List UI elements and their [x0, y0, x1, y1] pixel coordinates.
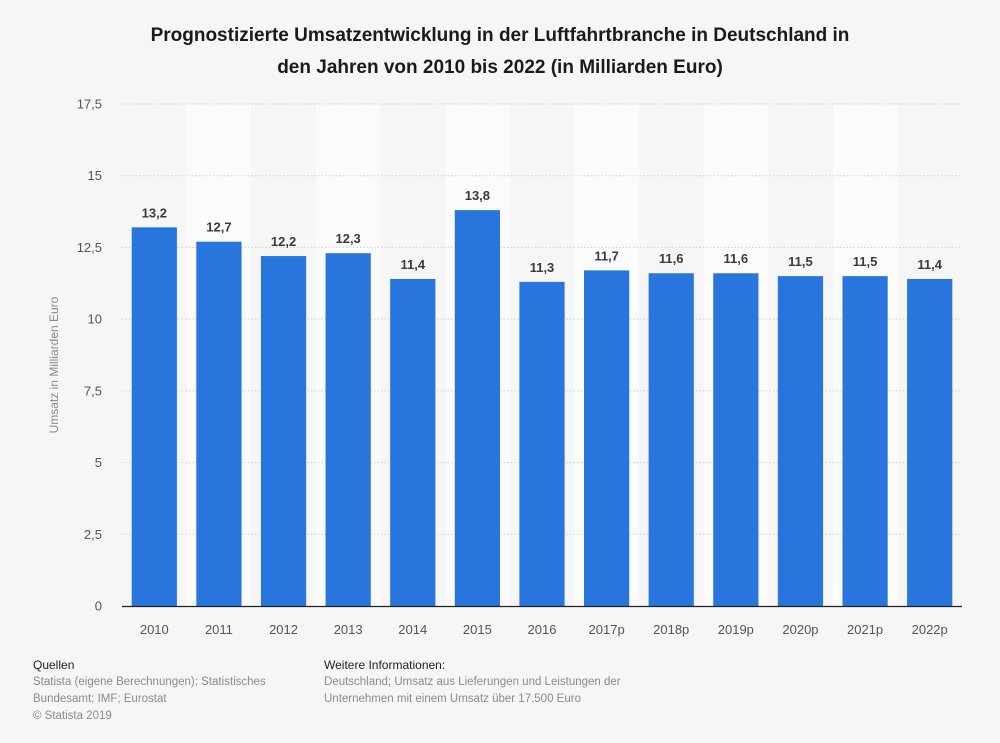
value-label: 11,6: [659, 251, 684, 266]
value-label: 11,5: [788, 254, 813, 269]
bar-2011[interactable]: [196, 241, 242, 607]
value-label: 13,8: [465, 188, 490, 203]
bar-2018p[interactable]: [648, 273, 694, 606]
bar-2012[interactable]: [260, 256, 307, 606]
value-label: 11,3: [530, 260, 555, 275]
y-tick-label: 15: [88, 168, 102, 183]
value-label: 11,6: [724, 251, 749, 266]
copyright-line: © Statista 2019: [33, 710, 112, 722]
value-label: 12,3: [335, 231, 360, 246]
x-tick-label: 2021p: [847, 622, 883, 637]
x-tick-label: 2010: [140, 622, 169, 637]
value-labels: 13,2 12,7 12,2 12,3 11,4 13,8 11,3 11,7 11,6 11,6…: [142, 188, 943, 275]
bar-2013[interactable]: [325, 253, 371, 606]
sources-line: Bundesamt; IMF; Eurostat: [33, 693, 167, 705]
y-tick-label: 10: [88, 312, 102, 327]
bar-2016[interactable]: [519, 281, 565, 606]
value-label: 11,7: [594, 248, 619, 263]
bar-2015[interactable]: [454, 210, 500, 606]
bar-2010[interactable]: [131, 227, 177, 606]
bar-2017p[interactable]: [584, 270, 630, 606]
x-tick-label: 2013: [334, 622, 363, 637]
y-tick-labels: 0 2,5 5 7,5 10 12,5 15 17,5: [77, 97, 102, 614]
bar-2019p[interactable]: [713, 273, 759, 606]
x-tick-label: 2017p: [589, 622, 625, 637]
x-tick-label: 2019p: [718, 622, 754, 637]
bars: [131, 210, 953, 607]
chart-title-line-2: den Jahren von 2010 bis 2022 (in Milliar…: [277, 57, 723, 78]
y-tick-label: 5: [95, 455, 102, 470]
sources-heading: Quellen: [33, 658, 75, 672]
y-tick-label: 12,5: [77, 240, 102, 255]
chart-title-line-1: Prognostizierte Umsatzentwicklung in der…: [150, 25, 850, 46]
value-label: 11,5: [853, 254, 878, 269]
x-tick-label: 2018p: [653, 622, 689, 637]
y-tick-label: 2,5: [84, 527, 102, 542]
value-label: 11,4: [400, 257, 425, 272]
bar-2014[interactable]: [390, 278, 436, 606]
x-tick-labels: 2010 2011 2012 2013 2014 2015 2016 2017p 2018p 20…: [140, 622, 948, 637]
bar-2020p[interactable]: [777, 276, 824, 606]
x-tick-label: 2020p: [782, 622, 818, 637]
x-tick-label: 2015: [463, 622, 492, 637]
value-label: 13,2: [142, 205, 167, 220]
bar-2022p[interactable]: [907, 278, 953, 606]
sources-line: Statista (eigene Berechnungen); Statisti…: [33, 676, 266, 688]
info-line: Deutschland; Umsatz aus Lieferungen und …: [324, 676, 621, 688]
x-tick-label: 2022p: [912, 622, 948, 637]
bar-2021p[interactable]: [842, 276, 888, 606]
info-heading: Weitere Informationen:: [324, 658, 446, 672]
y-tick-label: 0: [95, 599, 102, 614]
info-text: Deutschland; Umsatz aus Lieferungen und …: [324, 674, 621, 708]
y-tick-label: 7,5: [84, 383, 102, 398]
x-tick-label: 2016: [528, 622, 557, 637]
value-label: 11,4: [917, 257, 942, 272]
sources-text: Statista (eigene Berechnungen); Statisti…: [33, 674, 266, 725]
x-tick-label: 2011: [205, 622, 233, 637]
x-tick-label: 2014: [398, 622, 427, 637]
x-tick-label: 2012: [269, 622, 298, 637]
y-axis-label: Umsatz in Milliarden Euro: [47, 296, 61, 433]
y-tick-label: 17,5: [77, 97, 102, 112]
chart-title: Prognostizierte Umsatzentwicklung in der…: [60, 20, 940, 84]
info-line: Unternehmen mit einem Umsatz über 17.500…: [324, 693, 581, 705]
value-label: 12,7: [206, 220, 231, 235]
value-label: 12,2: [271, 234, 296, 249]
